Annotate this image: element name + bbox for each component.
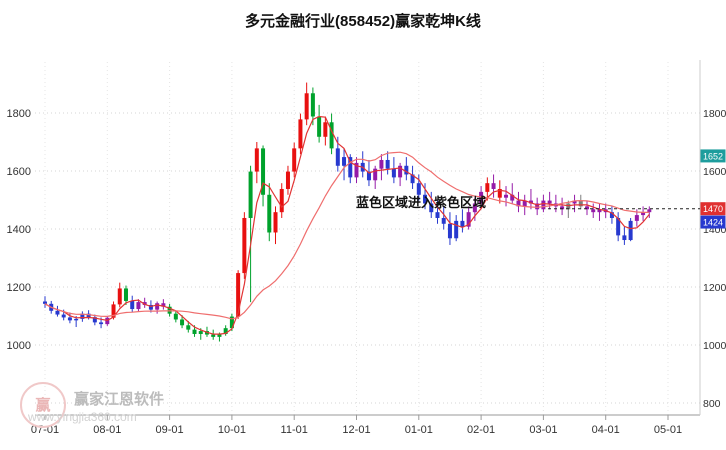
watermark-brand: 赢家江恩软件 <box>74 391 165 408</box>
y-axis-label-left: 1800 <box>7 108 31 120</box>
y-axis-left: 1800 1600 1400 1200 1000 <box>7 108 31 352</box>
y-axis-label-right: 800 <box>703 398 721 410</box>
y-axis-label-right: 1800 <box>703 108 726 120</box>
x-axis-label: 10-01 <box>218 424 246 436</box>
x-axis-label: 09-01 <box>156 424 184 436</box>
gridlines <box>35 62 700 415</box>
price-marker-label: 1424 <box>703 218 723 228</box>
price-marker-label: 1652 <box>703 151 723 161</box>
price-marker-box <box>700 215 726 229</box>
y-axis-label-left: 1000 <box>7 340 31 352</box>
y-axis-label-left: 1600 <box>7 166 31 178</box>
x-axis-label: 04-01 <box>592 424 620 436</box>
price-marker-box <box>700 149 726 163</box>
x-axis-label: 12-01 <box>342 424 370 436</box>
candles-layer <box>43 82 652 342</box>
x-axis-label: 05-01 <box>654 424 682 436</box>
x-axis-label: 08-01 <box>93 424 121 436</box>
annotation-label: 蓝色区域进入紫色区域 <box>356 195 487 210</box>
page-title: 多元金融行业(858452)赢家乾坤K线 <box>245 13 481 30</box>
watermark-url: www.yingjia360.com <box>28 410 137 424</box>
x-axis-label: 01-01 <box>405 424 433 436</box>
y-axis-label-right: 1000 <box>703 340 726 352</box>
price-marker-label: 1470 <box>703 204 723 214</box>
x-axis-label: 03-01 <box>529 424 557 436</box>
ma-slow-line <box>44 151 650 320</box>
x-axis-label: 02-01 <box>467 424 495 436</box>
y-axis-label-left: 1200 <box>7 282 31 294</box>
x-axis-label: 11-01 <box>281 424 308 436</box>
brand-logo-icon: 赢 <box>20 382 66 428</box>
price-marker-boxes: 1652 1470 1424 <box>700 149 726 229</box>
axis-frame <box>35 60 701 420</box>
ma-fast-line <box>44 115 650 335</box>
x-axis-labels: 07-01 08-01 09-01 10-01 11-01 12-01 01-01 02-01… <box>31 424 682 436</box>
y-axis-label-right: 1600 <box>703 166 726 178</box>
y-axis-label-right: 1200 <box>703 282 726 294</box>
price-marker-box <box>700 202 726 216</box>
y-axis-label-left: 1400 <box>7 224 31 236</box>
watermark: 赢 赢家江恩软件 www.yingjia360.com <box>18 380 278 440</box>
